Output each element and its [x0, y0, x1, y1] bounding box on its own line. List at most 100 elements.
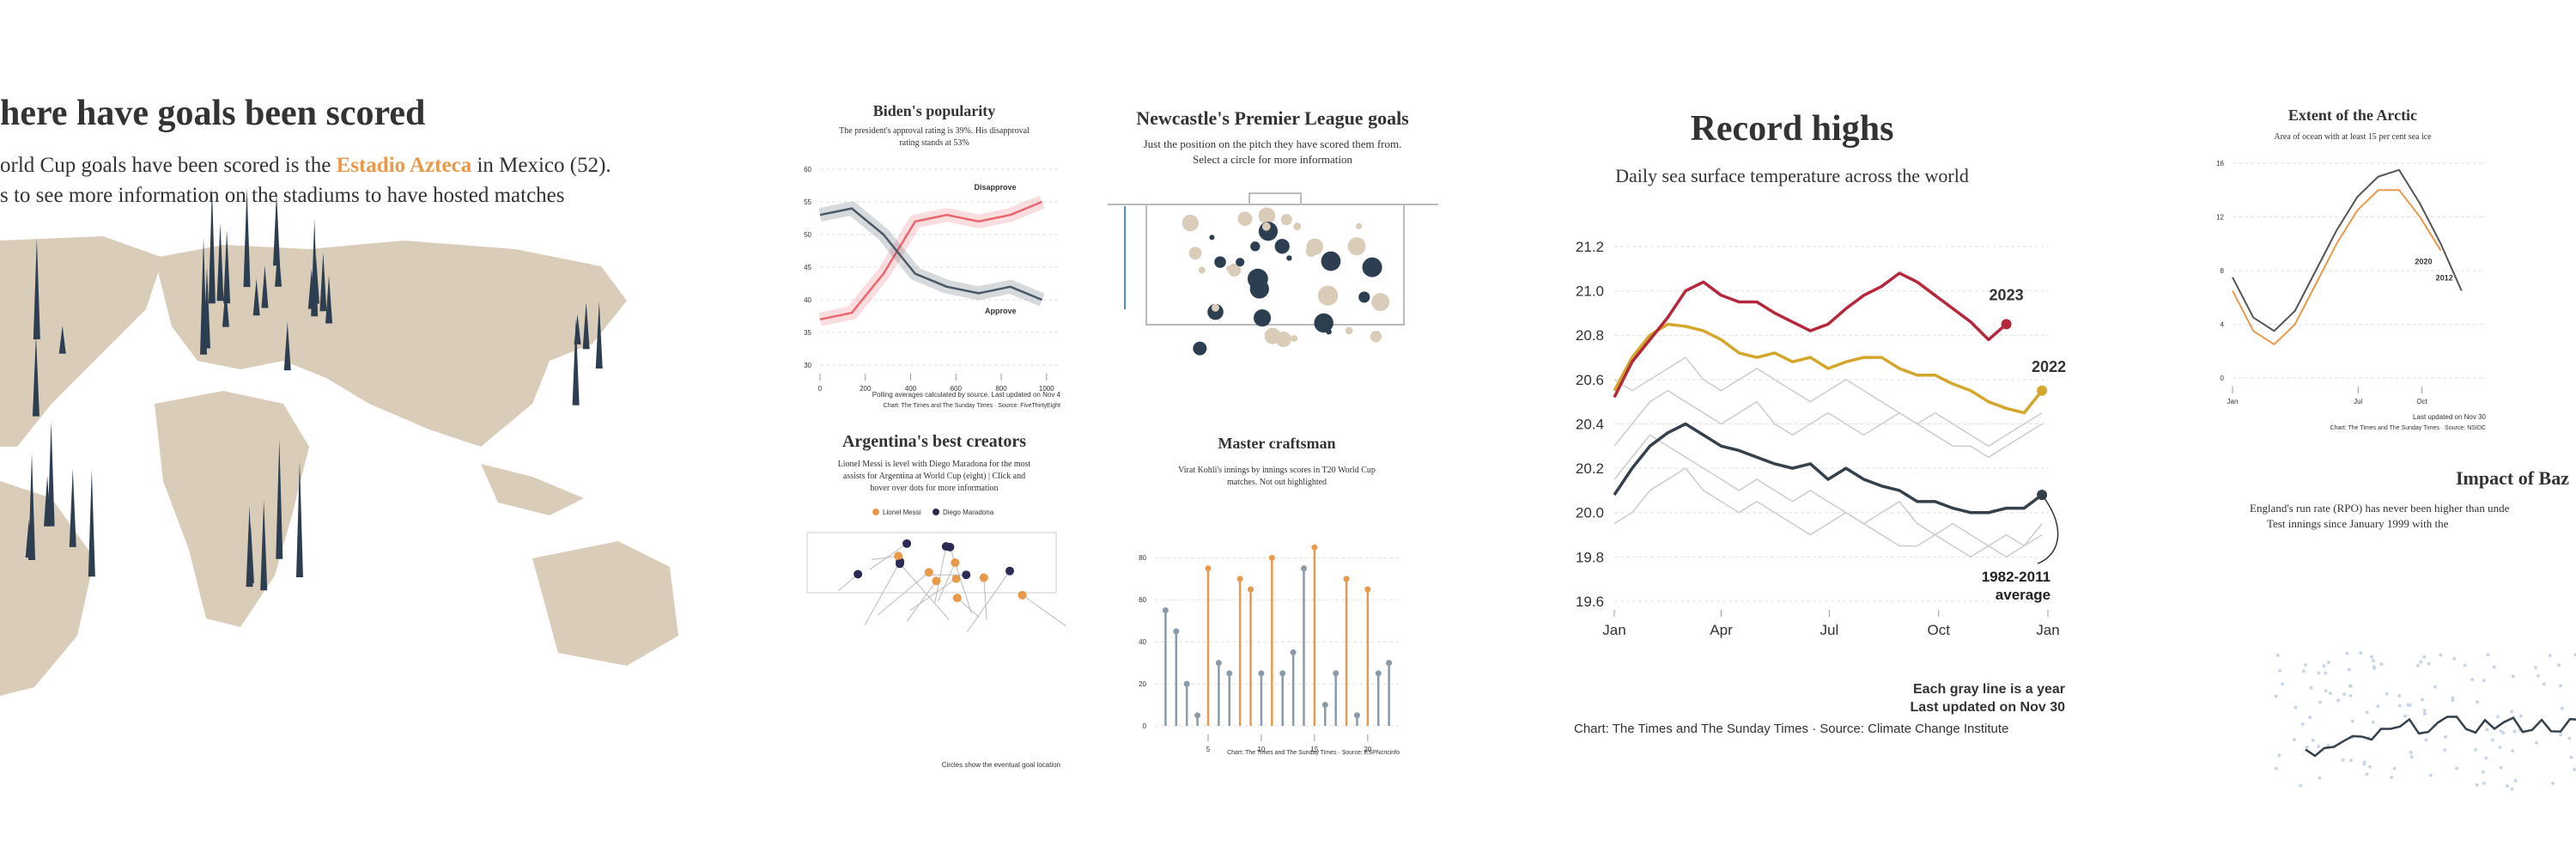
innings-dot — [2318, 776, 2322, 780]
spike — [44, 475, 52, 527]
y-tick-label: 20 — [1139, 680, 1146, 688]
innings-dot — [2443, 734, 2447, 739]
text: in Mexico (52). — [471, 154, 611, 177]
shot — [1193, 341, 1207, 356]
innings-dot — [2573, 767, 2576, 771]
panel-title: Argentina's best creators — [842, 432, 1026, 451]
lollipop-head — [1215, 660, 1222, 667]
spike — [283, 321, 291, 371]
x-tick-label: 5 — [1206, 746, 1211, 753]
innings-dot — [2513, 778, 2518, 783]
series-label: 2020 — [2415, 258, 2432, 266]
assist-path — [1022, 594, 1066, 627]
y-tick-label: 20.6 — [1576, 372, 1604, 388]
chart-subtitle: matches. Not out highlighted — [1227, 478, 1327, 487]
assist — [951, 558, 960, 568]
innings-dot — [2422, 709, 2427, 713]
footnote: Circles show the eventual goal location — [942, 761, 1060, 769]
innings-dot — [2560, 706, 2564, 710]
x-tick-label: 200 — [860, 385, 872, 393]
chart-subtitle: Daily sea surface temperature across the… — [1615, 165, 1969, 186]
innings-dot — [2550, 781, 2555, 785]
panel-subtitle: Lionel Messi is level with Diego Maradon… — [838, 460, 1031, 469]
innings-dot — [2420, 698, 2424, 702]
shot — [1253, 309, 1272, 327]
spike — [261, 265, 269, 308]
lollipop-head — [1290, 649, 1297, 655]
chart-source: Chart: The Times and The Sunday Times · … — [2330, 425, 2486, 431]
y-tick-label: 50 — [804, 231, 811, 239]
chart-title: Biden's popularity — [873, 102, 996, 119]
land — [532, 541, 678, 666]
shot — [1362, 257, 1382, 277]
spike — [69, 468, 76, 547]
assist-path — [899, 563, 950, 620]
innings-dot — [2486, 653, 2490, 657]
lollipop-head — [1321, 702, 1328, 709]
chart-title: Record highs — [1691, 109, 1894, 149]
y-tick-label: 19.6 — [1576, 594, 1604, 610]
innings-dot — [2369, 655, 2373, 659]
innings-dot — [2451, 696, 2455, 700]
series-label: 2012 — [2436, 273, 2453, 282]
assist — [951, 574, 961, 583]
series-label: 1982-2011 average — [1981, 569, 2051, 604]
assists — [837, 539, 1066, 633]
series-label: Approve — [985, 307, 1017, 315]
innings-dot — [2419, 660, 2423, 664]
innings-dot — [2277, 753, 2281, 758]
shot — [1321, 251, 1341, 271]
x-tick-label: Apr — [1710, 622, 1733, 638]
chart-title: Extent of the Arctic — [2288, 107, 2417, 124]
lollipop-head — [1236, 576, 1243, 582]
y-tick-label: 40 — [1139, 638, 1146, 646]
innings-dot — [2371, 720, 2375, 724]
y-tick-label: 0 — [2221, 375, 2225, 382]
shot — [1207, 303, 1224, 320]
innings-dot — [2372, 665, 2376, 669]
chart-source: Chart: The Times and The Sunday Times · … — [884, 403, 1060, 409]
shot — [1209, 235, 1215, 241]
spike — [223, 229, 231, 304]
lollipop-head — [1226, 670, 1233, 677]
series-line — [819, 200, 1043, 321]
innings-dot — [2542, 682, 2546, 686]
spike — [200, 237, 208, 355]
innings-dot — [2371, 659, 2375, 663]
shot — [1326, 328, 1332, 335]
spike — [260, 499, 268, 591]
shot — [1345, 326, 1353, 335]
innings-dot — [2368, 765, 2372, 769]
innings-dot — [2322, 664, 2326, 668]
innings-dot — [2463, 663, 2467, 667]
series-label: 2022 — [2032, 358, 2066, 375]
highlight: Estadio Azteca — [337, 154, 472, 177]
shot — [1317, 285, 1339, 306]
y-tick-label: 0 — [1143, 722, 1147, 730]
assist-path — [957, 597, 980, 618]
assist — [894, 551, 903, 561]
innings-dot — [2439, 653, 2443, 657]
innings-dot — [2498, 745, 2502, 749]
series-line — [2232, 189, 2442, 345]
x-tick-label: 600 — [951, 385, 963, 393]
lollipop-head — [1386, 660, 1393, 667]
innings-dot — [2427, 661, 2431, 666]
y-tick-label: 21.2 — [1576, 239, 1604, 255]
spike — [275, 244, 283, 287]
legend-label: Diego Maradona — [943, 509, 994, 516]
innings-dot — [2422, 711, 2427, 716]
innings-dot — [2406, 703, 2410, 707]
innings-dot — [2345, 651, 2349, 655]
spike — [319, 252, 327, 312]
shot — [1214, 256, 1226, 268]
innings-dot — [2303, 663, 2307, 667]
innings-dot — [2512, 729, 2517, 734]
pitch — [806, 532, 1057, 594]
innings-dot — [2452, 656, 2457, 661]
lollipop-head — [1353, 712, 1360, 719]
x-tick-label: Jul — [2354, 398, 2362, 405]
lollipop-head — [1364, 586, 1371, 593]
innings-dot — [2348, 684, 2353, 688]
spike — [208, 187, 216, 304]
